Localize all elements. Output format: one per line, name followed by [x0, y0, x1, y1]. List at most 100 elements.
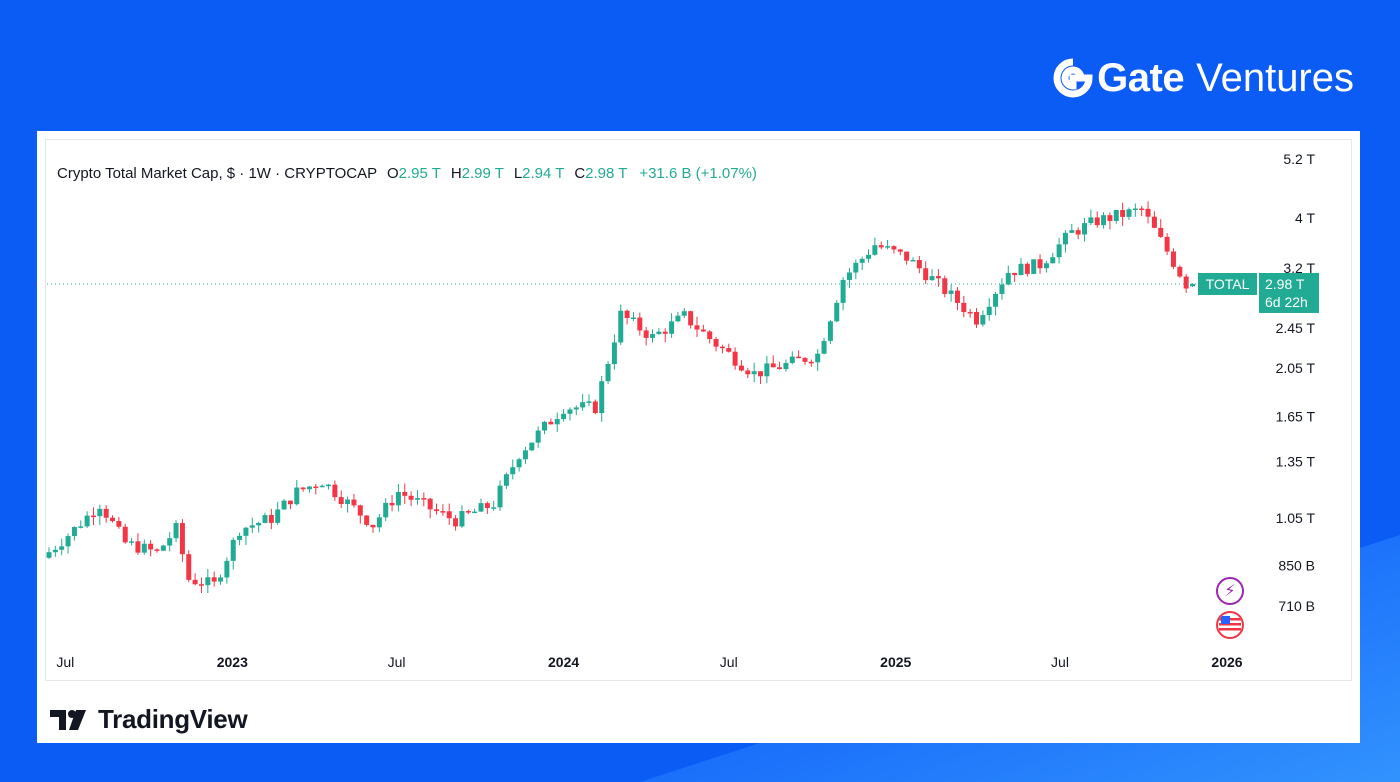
- candle-body: [1005, 272, 1011, 285]
- candle-body: [1024, 263, 1030, 274]
- candle-body: [78, 526, 84, 528]
- candle-body: [491, 507, 497, 509]
- candle-body: [421, 498, 427, 500]
- candle-body: [383, 502, 389, 518]
- candle-body: [878, 245, 884, 248]
- candle-body: [815, 353, 821, 363]
- candle-body: [389, 502, 395, 506]
- candle-body: [853, 262, 859, 273]
- candle-body: [1043, 263, 1049, 269]
- candle-body: [1132, 208, 1138, 210]
- candle-body: [160, 545, 166, 551]
- candle-body: [129, 541, 135, 543]
- y-tick-label: 2.05 T: [1276, 360, 1316, 376]
- candle-body: [478, 503, 484, 512]
- candle-body: [821, 340, 827, 354]
- candle-body: [345, 499, 351, 504]
- candle-body: [910, 259, 916, 262]
- candle-body: [103, 508, 109, 518]
- candle-body: [179, 523, 185, 555]
- candle-body: [713, 339, 719, 347]
- chart-legend: Crypto Total Market Cap, $ · 1W · CRYPTO…: [57, 165, 757, 182]
- candle-body: [935, 276, 941, 279]
- candle-body: [268, 515, 274, 523]
- x-tick-label: Jul: [720, 654, 738, 670]
- candle-body: [580, 402, 586, 408]
- candle-body: [859, 258, 865, 263]
- candlestick-chart[interactable]: 5.2 T 4 T 3.2 T 2.45 T 2.05 T 1.65 T 1.35 T 1.0…: [37, 131, 1360, 691]
- candle-body: [1031, 259, 1037, 274]
- candle-body: [497, 485, 503, 508]
- candle-body: [110, 517, 116, 522]
- candle-body: [453, 518, 459, 527]
- candle-body: [967, 311, 973, 314]
- candle-body: [624, 310, 630, 318]
- legend-low-label: L: [513, 165, 523, 182]
- lightning-icon[interactable]: ⚡: [1216, 577, 1244, 605]
- candle-body: [827, 321, 833, 341]
- candle-body: [554, 419, 560, 425]
- candle-body: [46, 552, 52, 558]
- candle-body: [1069, 230, 1075, 233]
- brand-name: Gate: [1097, 55, 1185, 100]
- candle-body: [529, 442, 535, 451]
- candle-body: [1101, 215, 1107, 226]
- x-tick-label: 2023: [217, 654, 248, 670]
- candle-body: [700, 329, 706, 332]
- x-tick-label: Jul: [56, 654, 74, 670]
- candle-body: [840, 279, 846, 303]
- candle-body: [662, 331, 668, 334]
- candle-body: [275, 509, 281, 523]
- candle-body: [1183, 276, 1189, 289]
- candle-body: [1094, 217, 1100, 226]
- candle-body: [777, 367, 783, 370]
- candle-body: [1164, 236, 1170, 252]
- candle-body: [249, 525, 255, 528]
- candle-body: [573, 407, 579, 410]
- candle-body: [1050, 257, 1056, 264]
- candle-body: [1190, 283, 1196, 287]
- legend-close-value: 2.98 T: [585, 165, 628, 182]
- x-tick-label: 2025: [880, 654, 911, 670]
- legend-high-label: H: [450, 165, 462, 182]
- us-flag-icon[interactable]: [1216, 611, 1244, 639]
- candle-body: [1062, 232, 1068, 245]
- candle-body: [376, 517, 382, 528]
- candle-body: [567, 409, 573, 414]
- candle-body: [281, 500, 287, 510]
- candle-body: [974, 312, 980, 325]
- price-tag-value: 2.98 T: [1265, 276, 1305, 292]
- candle-body: [1177, 266, 1183, 277]
- candle-body: [173, 523, 179, 539]
- candle-body: [611, 342, 617, 365]
- candle-body: [789, 356, 795, 363]
- candle-body: [319, 485, 325, 488]
- brand-logo: Gate Ventures: [1053, 52, 1354, 104]
- tradingview-logo[interactable]: TradingView: [50, 704, 248, 735]
- candle-body: [1107, 215, 1113, 221]
- candle-body: [338, 497, 344, 504]
- price-tag: [1259, 272, 1319, 313]
- candle-body: [732, 351, 738, 366]
- candle-body: [586, 401, 592, 403]
- candle-body: [326, 484, 332, 487]
- series-name-tag: [1198, 272, 1257, 295]
- x-tick-label: Jul: [1051, 654, 1069, 670]
- candle-body: [262, 515, 268, 523]
- candle-body: [751, 371, 757, 375]
- candle-body: [681, 311, 687, 316]
- candle-body: [211, 577, 217, 582]
- candle-body: [97, 508, 103, 517]
- legend-open-value: 2.95 T: [398, 165, 441, 182]
- candle-body: [764, 363, 770, 377]
- candle-body: [1012, 272, 1018, 276]
- chart-card: 5.2 T 4 T 3.2 T 2.45 T 2.05 T 1.65 T 1.35 T 1.0…: [37, 131, 1360, 743]
- candle-body: [332, 484, 338, 498]
- candle-body: [414, 498, 420, 500]
- candle-body: [897, 249, 903, 252]
- candle-body: [542, 421, 548, 431]
- candle-body: [592, 401, 598, 414]
- candle-body: [783, 362, 789, 370]
- candle-body: [1139, 208, 1145, 210]
- candle-body: [707, 331, 713, 340]
